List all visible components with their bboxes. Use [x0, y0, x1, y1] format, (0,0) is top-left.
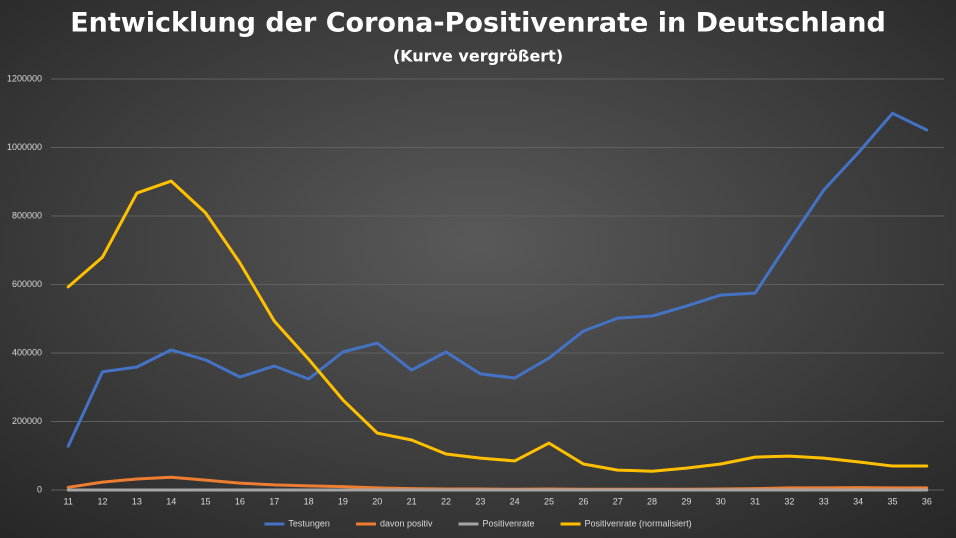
y-tick-label: 800000: [12, 210, 42, 220]
x-tick-label: 15: [201, 496, 211, 506]
x-tick-label: 33: [819, 496, 829, 506]
x-tick-label: 16: [235, 496, 245, 506]
chart-subtitle: (Kurve vergrößert): [393, 47, 563, 66]
series-line: [66, 179, 929, 473]
y-tick-label: 0: [37, 484, 42, 494]
x-tick-label: 23: [475, 496, 485, 506]
x-tick-label: 26: [578, 496, 588, 506]
x-tick-label: 14: [166, 496, 176, 506]
chart-title: Entwicklung der Corona-Positivenrate in …: [70, 8, 886, 39]
x-tick-label: 19: [338, 496, 348, 506]
x-tick-label: 34: [853, 496, 863, 506]
y-tick-label: 600000: [12, 279, 42, 289]
y-tick-label: 400000: [12, 347, 42, 357]
y-tick-label: 200000: [12, 416, 42, 426]
x-tick-label: 29: [681, 496, 691, 506]
x-tick-label: 31: [750, 496, 760, 506]
x-tick-label: 24: [510, 496, 520, 506]
x-tick-label: 35: [887, 496, 897, 506]
x-tick-label: 21: [407, 496, 417, 506]
legend-label: davon positiv: [380, 518, 433, 528]
y-tick-label: 1200000: [7, 73, 42, 83]
x-tick-label: 11: [64, 496, 73, 506]
x-tick-label: 27: [613, 496, 623, 506]
legend-label: Positivenrate (normalisiert): [585, 518, 692, 528]
legend-label: Testungen: [288, 518, 330, 528]
x-tick-label: 22: [441, 496, 451, 506]
x-tick-label: 28: [647, 496, 657, 506]
x-tick-label: 36: [922, 496, 932, 506]
x-tick-label: 32: [784, 496, 794, 506]
series-line: [66, 111, 929, 448]
x-tick-label: 25: [544, 496, 554, 506]
x-tick-label: 20: [372, 496, 382, 506]
x-tick-label: 17: [269, 496, 279, 506]
y-tick-label: 1000000: [7, 142, 42, 152]
x-tick-label: 12: [98, 496, 108, 506]
x-tick-label: 30: [716, 496, 726, 506]
x-tick-label: 13: [132, 496, 142, 506]
legend-label: Positivenrate: [483, 518, 535, 528]
x-tick-label: 18: [304, 496, 314, 506]
